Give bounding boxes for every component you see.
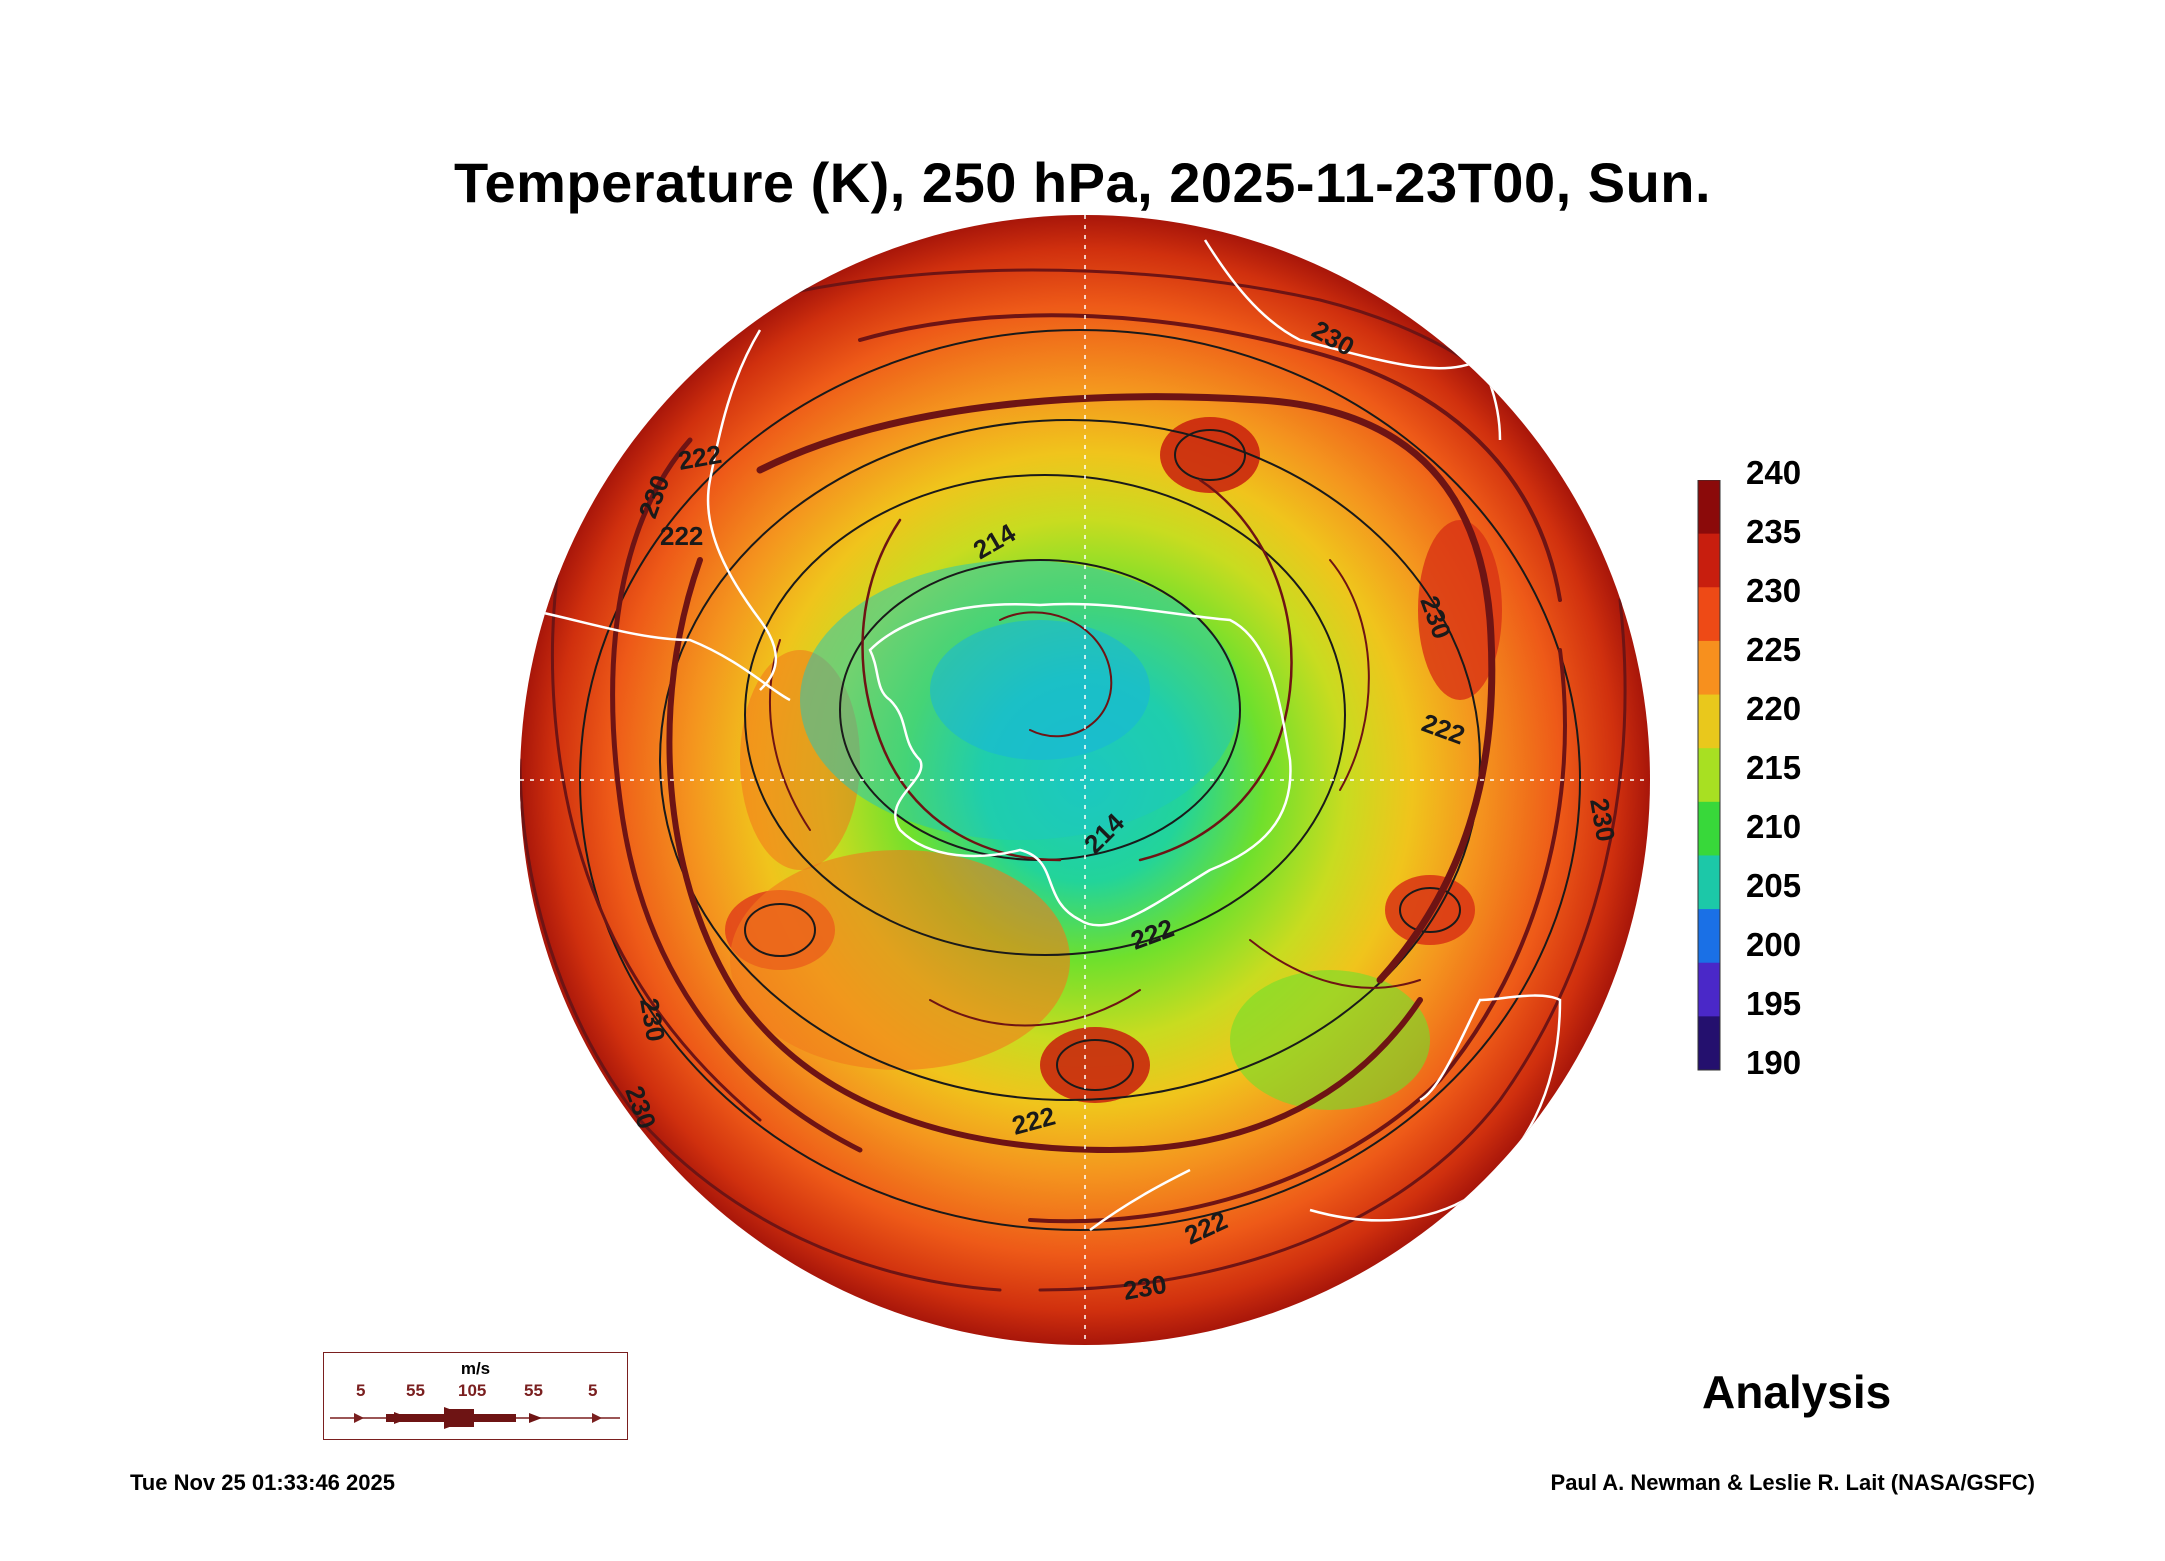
africa-coastline xyxy=(1203,239,1502,441)
colorbar-label: 240 xyxy=(1746,454,1802,491)
legend-speed: 5 xyxy=(588,1381,598,1400)
colorbar-step xyxy=(1698,855,1720,910)
colorbar-step xyxy=(1698,748,1720,803)
warm-anomaly-s xyxy=(1040,1027,1150,1103)
colorbar-label: 230 xyxy=(1746,572,1802,609)
colorbar-step xyxy=(1698,533,1720,588)
legend-unit: m/s xyxy=(460,1359,491,1378)
colorbar-step xyxy=(1698,480,1720,535)
colorbar-label: 215 xyxy=(1746,749,1802,786)
new-zealand-coastline xyxy=(1089,1168,1191,1232)
credit: Paul A. Newman & Leslie R. Lait (NASA/GS… xyxy=(1550,1470,2035,1495)
colorbar-step xyxy=(1698,962,1720,1017)
cold-core-inner xyxy=(930,620,1150,760)
legend-arrow-bar xyxy=(330,1407,620,1429)
colorbar-step xyxy=(1698,587,1720,642)
australia-coastline xyxy=(1309,994,1562,1222)
colorbar-step xyxy=(1698,909,1720,964)
colorbar-label: 195 xyxy=(1746,985,1802,1022)
colorbar xyxy=(1697,480,1721,1071)
timestamp: Tue Nov 25 01:33:46 2025 xyxy=(130,1470,395,1495)
colorbar-label: 235 xyxy=(1746,513,1802,550)
colorbar-steps xyxy=(1698,480,1720,1071)
cool-region-se xyxy=(1230,970,1430,1110)
colorbar-label: 220 xyxy=(1746,690,1802,727)
page-title: Temperature (K), 250 hPa, 2025-11-23T00,… xyxy=(453,151,1712,214)
legend-speed: 5 xyxy=(356,1381,366,1400)
temperature-contours xyxy=(579,329,1581,1231)
colorbar-step xyxy=(1698,801,1720,856)
contour-label: 222 xyxy=(660,521,703,551)
legend-speed: 55 xyxy=(524,1381,543,1400)
warm-anomaly-nw xyxy=(1160,417,1260,493)
warm-region-sw xyxy=(730,850,1070,1070)
contour-label: 230 xyxy=(1121,1269,1169,1306)
coastlines xyxy=(520,215,1650,1345)
analysis-label: Analysis xyxy=(1702,1366,1892,1418)
western-coast-fragment xyxy=(529,608,791,702)
wind-speed-legend: m/s 5 55 105 55 5 xyxy=(323,1352,628,1440)
legend-speed: 105 xyxy=(458,1381,487,1400)
legend-speed: 55 xyxy=(406,1381,425,1400)
antarctica-coastline xyxy=(868,602,1292,927)
contour-label: 230 xyxy=(1584,796,1621,844)
colorbar-step xyxy=(1698,694,1720,749)
colorbar-step xyxy=(1698,1016,1720,1071)
colorbar-label: 200 xyxy=(1746,926,1802,963)
colorbar-label: 210 xyxy=(1746,808,1802,845)
colorbar-label: 205 xyxy=(1746,867,1802,904)
colorbar-step xyxy=(1698,640,1720,696)
lat-circle-dashes xyxy=(520,215,1650,1345)
colorbar-label: 225 xyxy=(1746,631,1802,668)
contour-label: 230 xyxy=(634,996,671,1044)
south-america-coastline xyxy=(706,329,778,691)
contour-label: 222 xyxy=(676,439,724,476)
colorbar-label: 190 xyxy=(1746,1044,1802,1081)
